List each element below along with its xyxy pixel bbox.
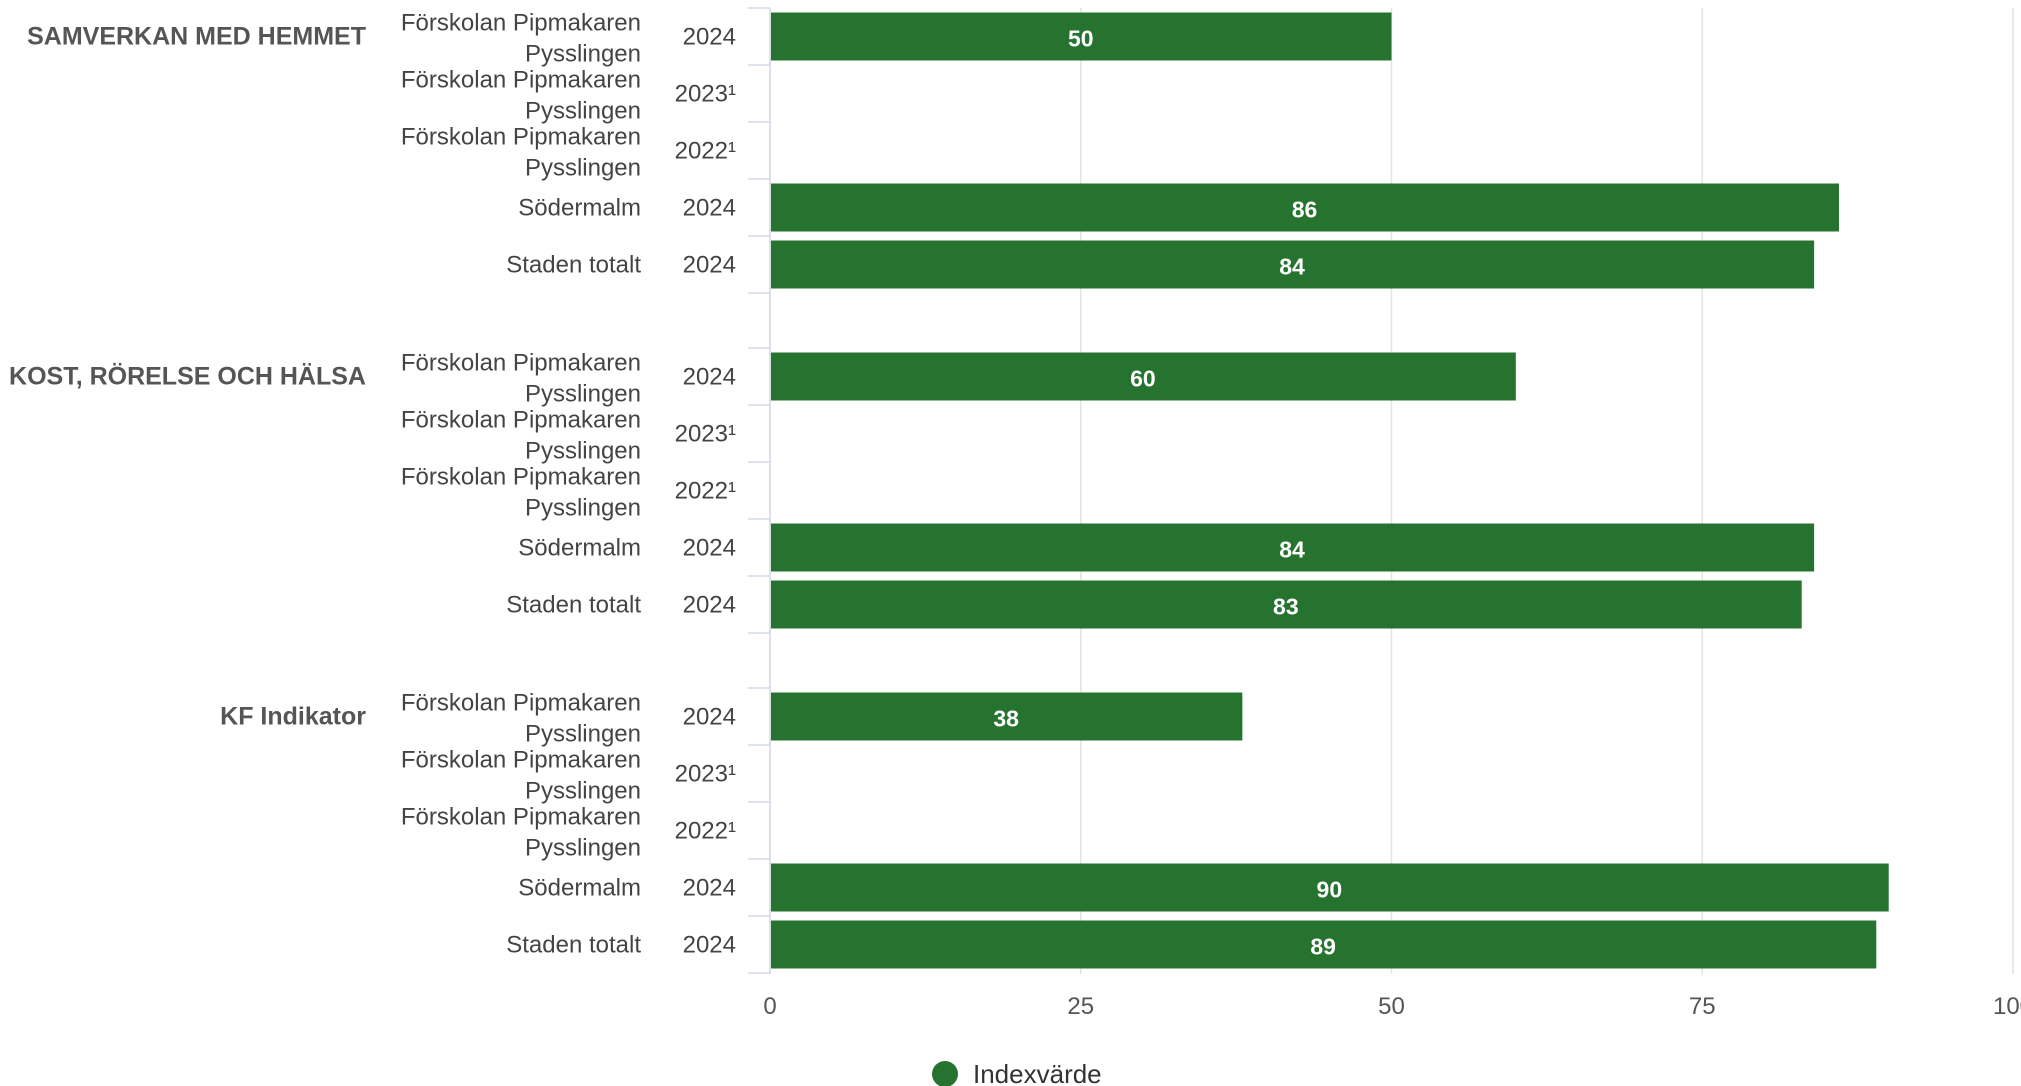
row-label: Förskolan Pipmakaren xyxy=(401,350,641,377)
row-label: Förskolan Pipmakaren xyxy=(401,464,641,491)
row-label: Pysslingen xyxy=(525,381,641,408)
x-tick-label: 50 xyxy=(1378,993,1405,1020)
legend[interactable]: Indexvärde xyxy=(932,1059,1102,1086)
row-label: Södermalm xyxy=(518,195,641,222)
row-label: Södermalm xyxy=(518,535,641,562)
row-label: Förskolan Pipmakaren xyxy=(401,10,641,37)
bars xyxy=(771,12,1889,969)
year-label: 2024 xyxy=(683,932,736,959)
row-label: Förskolan Pipmakaren xyxy=(401,67,641,94)
year-label: 2024 xyxy=(683,252,736,279)
row-label: Förskolan Pipmakaren xyxy=(401,747,641,774)
data-label: 84 xyxy=(1279,254,1305,280)
group-label: KF Indikator xyxy=(220,703,366,731)
data-label: 86 xyxy=(1292,197,1318,223)
x-tick-label: 25 xyxy=(1067,993,1094,1020)
row-label: Förskolan Pipmakaren xyxy=(401,690,641,717)
row-label: Södermalm xyxy=(518,875,641,902)
year-label: 2023¹ xyxy=(675,421,736,448)
year-label: 2024 xyxy=(683,364,736,391)
year-label: 2023¹ xyxy=(675,81,736,108)
year-label: 2024 xyxy=(683,592,736,619)
bar xyxy=(771,240,1815,289)
bar xyxy=(771,183,1839,232)
labels: 0255075100Förskolan PipmakarenPysslingen… xyxy=(9,10,2021,1021)
year-label: 2024 xyxy=(683,535,736,562)
year-label: 2024 xyxy=(683,875,736,902)
bar xyxy=(771,920,1877,969)
group-label: KOST, RÖRELSE OCH HÄLSA xyxy=(9,362,366,391)
bar xyxy=(771,692,1243,741)
x-tick-label: 0 xyxy=(763,993,776,1020)
data-label: 83 xyxy=(1273,594,1299,620)
year-label: 2024 xyxy=(683,704,736,731)
row-label: Staden totalt xyxy=(506,252,641,279)
data-label: 38 xyxy=(993,706,1019,732)
group-label: SAMVERKAN MED HEMMET xyxy=(27,23,366,51)
row-label: Pysslingen xyxy=(525,835,641,862)
bar xyxy=(771,352,1516,401)
row-label: Pysslingen xyxy=(525,495,641,522)
data-label: 60 xyxy=(1130,366,1156,392)
category-axis xyxy=(748,7,771,974)
row-label: Förskolan Pipmakaren xyxy=(401,124,641,151)
row-label: Pysslingen xyxy=(525,778,641,805)
year-label: 2024 xyxy=(683,24,736,51)
year-label: 2024 xyxy=(683,195,736,222)
year-label: 2022¹ xyxy=(675,478,736,505)
row-label: Staden totalt xyxy=(506,592,641,619)
row-label: Pysslingen xyxy=(525,41,641,68)
row-label: Förskolan Pipmakaren xyxy=(401,407,641,434)
data-label: 50 xyxy=(1068,26,1094,52)
year-label: 2022¹ xyxy=(675,138,736,165)
gridlines xyxy=(769,8,2014,974)
x-tick-label: 100 xyxy=(1993,993,2021,1020)
row-label: Staden totalt xyxy=(506,932,641,959)
x-tick-label: 75 xyxy=(1689,993,1716,1020)
row-label: Pysslingen xyxy=(525,155,641,182)
data-label: 89 xyxy=(1310,934,1336,960)
bar xyxy=(771,12,1392,61)
year-label: 2022¹ xyxy=(675,818,736,845)
bar xyxy=(771,863,1889,912)
legend-marker xyxy=(932,1061,958,1086)
row-label: Pysslingen xyxy=(525,438,641,465)
data-label: 90 xyxy=(1317,877,1343,903)
data-label: 84 xyxy=(1279,537,1305,563)
row-label: Pysslingen xyxy=(525,721,641,748)
year-label: 2023¹ xyxy=(675,761,736,788)
bar xyxy=(771,523,1815,572)
row-label: Pysslingen xyxy=(525,98,641,125)
legend-label: Indexvärde xyxy=(973,1059,1102,1086)
row-label: Förskolan Pipmakaren xyxy=(401,804,641,831)
bar xyxy=(771,580,1802,629)
